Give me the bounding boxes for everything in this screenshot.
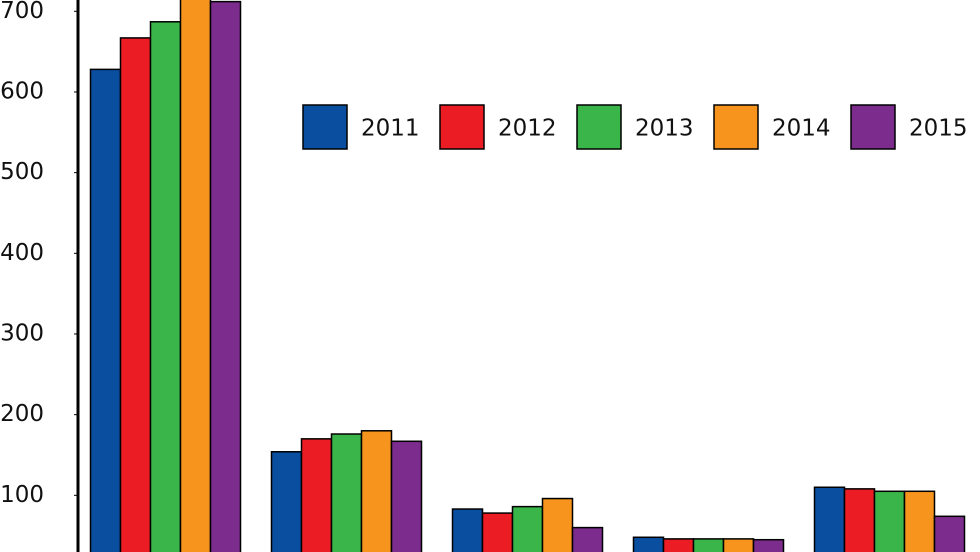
legend-swatch	[302, 104, 348, 150]
bar	[813, 486, 846, 552]
bar	[752, 538, 785, 552]
y-tick-label: 300	[0, 320, 44, 346]
bar	[722, 538, 755, 552]
bar	[903, 490, 936, 552]
y-tick-label: 100	[0, 482, 44, 508]
legend-label: 2015	[909, 116, 968, 142]
bar	[330, 433, 363, 552]
bar	[300, 438, 333, 552]
bar	[390, 440, 423, 552]
bar	[270, 451, 303, 552]
legend-label: 2011	[361, 116, 420, 142]
y-tick-label: 700	[0, 0, 44, 24]
bar	[571, 526, 604, 552]
bar	[843, 488, 876, 552]
legend-label: 2014	[772, 116, 831, 142]
bar	[933, 515, 966, 552]
bar	[89, 68, 122, 552]
legend-swatch	[713, 104, 759, 150]
bar	[360, 430, 393, 552]
y-tick-label: 500	[0, 159, 44, 185]
bar	[119, 37, 152, 552]
legend-label: 2012	[498, 116, 557, 142]
bar	[179, 0, 212, 552]
legend-swatch	[576, 104, 622, 150]
legend-swatch	[439, 104, 485, 150]
bar	[692, 538, 725, 552]
bar	[662, 538, 695, 552]
y-tick-label: 200	[0, 401, 44, 427]
bar	[511, 505, 544, 552]
bar	[632, 536, 665, 552]
y-tick-label: 400	[0, 240, 44, 266]
bar	[481, 512, 514, 552]
y-tick-label: 600	[0, 78, 44, 104]
legend-label: 2013	[635, 116, 694, 142]
legend-swatch	[850, 104, 896, 150]
bar	[149, 21, 182, 552]
bar	[873, 490, 906, 552]
bar	[451, 508, 484, 552]
bar	[541, 497, 574, 552]
bar	[209, 0, 242, 552]
